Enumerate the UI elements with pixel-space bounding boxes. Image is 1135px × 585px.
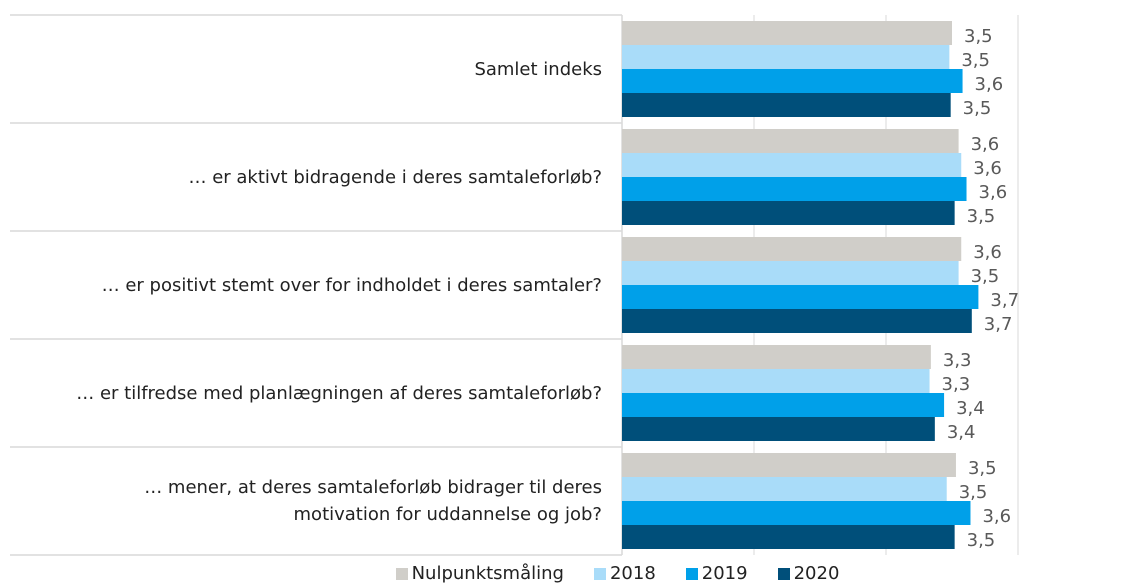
bar xyxy=(622,201,955,225)
bar xyxy=(622,309,972,333)
legend-swatch xyxy=(395,567,408,580)
value-label: 3,5 xyxy=(967,206,996,227)
legend-label: Nulpunktsmåling xyxy=(411,563,564,584)
bar xyxy=(622,237,962,261)
value-label: 3,6 xyxy=(971,134,1000,155)
value-label: 3,6 xyxy=(973,242,1002,263)
bar xyxy=(622,21,952,45)
bar xyxy=(622,345,931,369)
value-label: 3,5 xyxy=(971,266,1000,287)
bar xyxy=(622,45,950,69)
bar xyxy=(622,393,945,417)
legend: Nulpunktsmåling 2018 2019 2020 xyxy=(0,563,1135,584)
value-label: 3,6 xyxy=(979,182,1008,203)
value-label: 3,5 xyxy=(967,530,996,551)
category-label: … er positivt stemt over for indholdet i… xyxy=(101,274,602,296)
legend-swatch xyxy=(685,567,698,580)
bar xyxy=(622,417,935,441)
legend-label: 2020 xyxy=(793,563,840,584)
value-label: 3,3 xyxy=(942,374,971,395)
value-label: 3,6 xyxy=(975,74,1004,95)
bar xyxy=(622,369,930,393)
bar xyxy=(622,453,956,477)
bar xyxy=(622,501,971,525)
bar xyxy=(622,285,979,309)
value-label: 3,6 xyxy=(982,506,1011,527)
legend-label: 2019 xyxy=(701,563,748,584)
bar xyxy=(622,177,967,201)
value-label: 3,6 xyxy=(973,158,1002,179)
bar xyxy=(622,69,963,93)
bar xyxy=(622,129,959,153)
legend-swatch xyxy=(777,567,790,580)
legend-item: 2018 xyxy=(593,563,656,584)
value-label: 3,5 xyxy=(961,50,990,71)
bar xyxy=(622,261,959,285)
value-label: 3,3 xyxy=(943,350,972,371)
value-label: 3,5 xyxy=(968,458,997,479)
category-label: … er aktivt bidragende i deres samtalefo… xyxy=(188,166,602,188)
category-label: … er tilfredse med planlægningen af dere… xyxy=(76,382,602,404)
value-label: 3,7 xyxy=(990,290,1019,311)
value-label: 3,4 xyxy=(956,398,985,419)
legend-item: Nulpunktsmåling xyxy=(395,563,564,584)
legend-label: 2018 xyxy=(609,563,656,584)
bar xyxy=(622,153,962,177)
value-label: 3,7 xyxy=(984,314,1013,335)
bar xyxy=(622,525,955,549)
category-label: Samlet indeks xyxy=(474,58,602,80)
value-label: 3,5 xyxy=(959,482,988,503)
legend-swatch xyxy=(593,567,606,580)
value-label: 3,5 xyxy=(963,98,992,119)
bar xyxy=(622,93,951,117)
category-label: … mener, at deres samtaleforløb bidrager… xyxy=(144,477,602,525)
bar xyxy=(622,477,947,501)
legend-item: 2020 xyxy=(777,563,840,584)
value-label: 3,5 xyxy=(964,26,993,47)
value-label: 3,4 xyxy=(947,422,976,443)
legend-item: 2019 xyxy=(685,563,748,584)
